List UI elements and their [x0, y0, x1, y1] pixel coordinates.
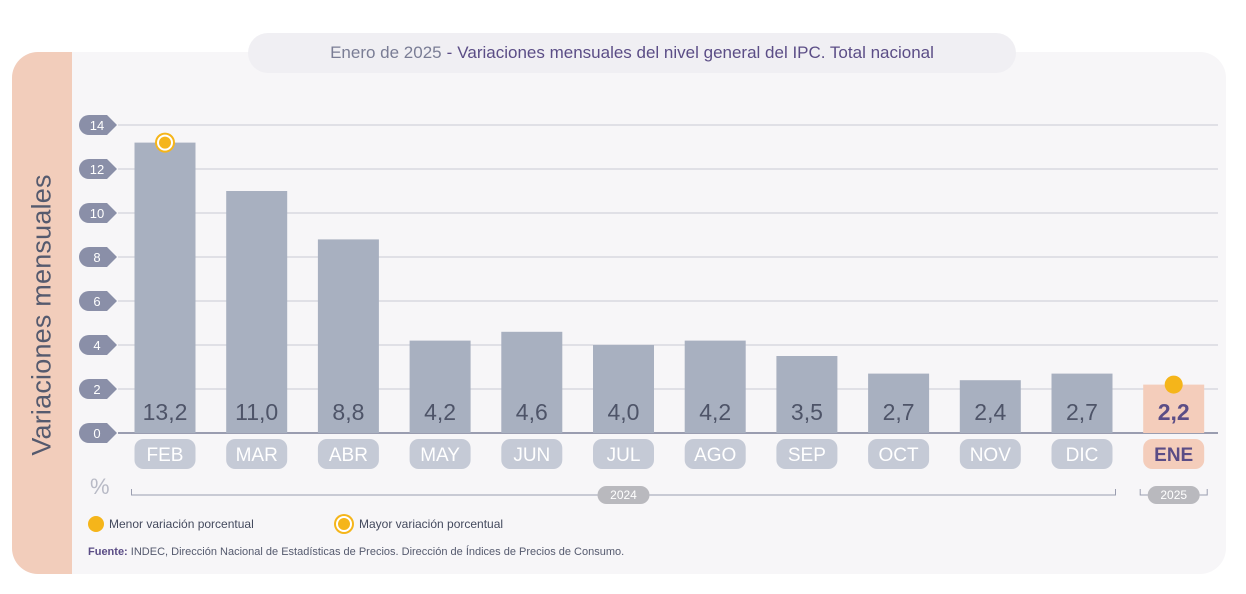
bar-value-label: 4,2: [699, 399, 731, 425]
category-label: ENE: [1154, 445, 1193, 466]
y-tick-label: 6: [93, 294, 100, 309]
title-separator: -: [446, 43, 453, 62]
category-badge: [226, 439, 288, 469]
category-badge: [776, 439, 838, 469]
y-tick-badge: [79, 379, 117, 399]
category-label: JUL: [607, 445, 641, 466]
y-tick-badge: [79, 423, 117, 443]
source-label: Fuente:: [88, 546, 128, 558]
category-label: MAY: [420, 445, 460, 466]
bar: [226, 191, 288, 433]
y-tick-label: 8: [93, 250, 100, 265]
bar-value-label: 4,0: [608, 399, 640, 425]
y-tick-badge: [79, 247, 117, 267]
y-tick-label: 0: [93, 426, 100, 441]
bar-value-label: 4,6: [516, 399, 548, 425]
y-tick-label: 4: [93, 338, 100, 353]
bar: [409, 340, 471, 433]
category-badge: [593, 439, 654, 469]
title-main: Variaciones mensuales del nivel general …: [457, 43, 934, 62]
bar-value-label: 2,7: [883, 399, 915, 425]
bar: [501, 331, 563, 433]
category-label: OCT: [879, 445, 920, 466]
y-tick-badge: [79, 335, 117, 355]
category-badge: [317, 439, 379, 469]
year-badge: [597, 486, 650, 504]
bar: [776, 356, 838, 433]
legend-min-label: Menor variación porcentual: [109, 517, 254, 531]
min-marker: [1164, 375, 1183, 394]
bar: [593, 345, 654, 433]
bar-value-label: 2,2: [1158, 399, 1190, 425]
category-badge: [684, 439, 746, 469]
bar: [134, 142, 196, 433]
y-tick-label: 2: [93, 382, 100, 397]
title-prefix: Enero de 2025: [330, 43, 442, 62]
y-tick-badge: [79, 115, 117, 135]
unit-label: %: [90, 474, 110, 499]
category-badge: [1051, 439, 1113, 469]
category-label: MAR: [236, 445, 278, 466]
year-label: 2024: [610, 488, 637, 502]
bar: [1051, 373, 1113, 433]
bar-value-label: 2,7: [1066, 399, 1098, 425]
y-tick-badge: [79, 159, 117, 179]
category-label: NOV: [970, 445, 1012, 466]
year-badge: [1147, 486, 1200, 504]
category-badge: [959, 439, 1021, 469]
legend-min: Menor variación porcentual: [88, 516, 254, 532]
legend-max: Mayor variación porcentual: [334, 516, 503, 532]
legend-max-label: Mayor variación porcentual: [359, 517, 504, 531]
category-badge: [1143, 439, 1205, 469]
source-text: INDEC, Dirección Nacional de Estadística…: [130, 546, 625, 558]
min-marker-icon: [88, 516, 104, 532]
y-tick-label: 14: [90, 118, 104, 133]
y-tick-badge: [79, 203, 117, 223]
chart-title: Enero de 2025 - Variaciones mensuales de…: [248, 33, 1016, 73]
bar-value-label: 13,2: [143, 399, 188, 425]
category-label: AGO: [694, 445, 736, 466]
category-badge: [409, 439, 471, 469]
category-label: FEB: [147, 445, 184, 466]
max-marker-icon: [336, 516, 352, 532]
category-badge: [501, 439, 563, 469]
bar: [959, 380, 1021, 433]
bar-value-label: 8,8: [332, 399, 364, 425]
category-badge: [868, 439, 930, 469]
year-label: 2025: [1160, 488, 1187, 502]
category-label: DIC: [1066, 445, 1099, 466]
y-tick-label: 12: [90, 162, 104, 177]
bar: [317, 239, 379, 433]
y-tick-label: 10: [90, 206, 104, 221]
bar-value-label: 11,0: [235, 399, 278, 425]
category-label: JUN: [513, 445, 550, 466]
category-label: ABR: [329, 445, 368, 466]
bar: [684, 340, 746, 433]
side-band: [12, 52, 72, 574]
bar-value-label: 3,5: [791, 399, 823, 425]
bar: [868, 373, 930, 433]
bar-value-label: 4,2: [424, 399, 456, 425]
category-badge: [134, 439, 196, 469]
bar-value-label: 2,4: [974, 399, 1006, 425]
max-marker-core: [159, 136, 171, 149]
source-note: Fuente: INDEC, Dirección Nacional de Est…: [88, 546, 624, 558]
category-label: SEP: [788, 445, 826, 466]
y-tick-badge: [79, 291, 117, 311]
